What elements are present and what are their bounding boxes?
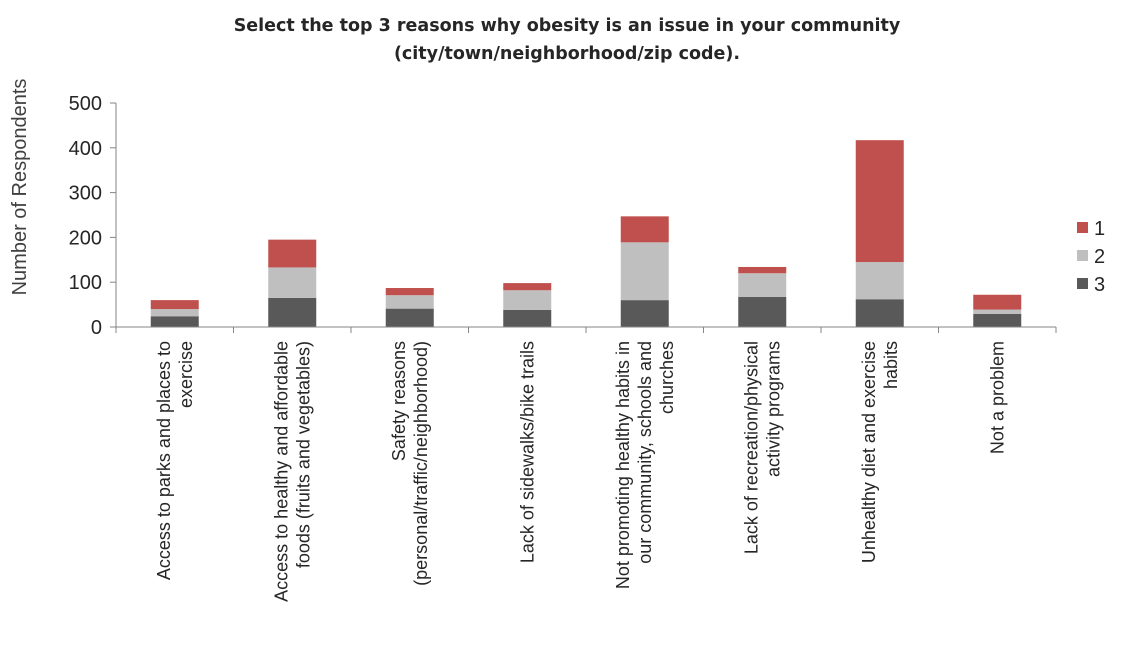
bar-segment-series-1 xyxy=(855,140,904,263)
bars xyxy=(150,140,1022,327)
x-tick-label: Lack of recreation/physical xyxy=(741,341,761,554)
bar-segment-series-1 xyxy=(150,300,199,310)
bar-segment-series-2 xyxy=(150,309,199,317)
x-tick-label: (personal/traffic/neighborhood) xyxy=(411,341,431,586)
bar-segment-series-3 xyxy=(855,299,904,327)
chart-title-line: (city/town/neighborhood/zip code). xyxy=(394,44,740,64)
legend-label: 3 xyxy=(1094,274,1105,296)
x-category-label: Access to healthy and affordable foods (f… xyxy=(271,341,313,602)
bar-segment-series-2 xyxy=(855,262,904,300)
x-tick-label: activity programs xyxy=(763,341,783,477)
x-tick-label: exercise xyxy=(176,341,196,408)
x-tick-label: habits xyxy=(881,341,901,389)
x-category-label: Access to parks and places to exercise xyxy=(154,341,196,580)
bar-segment-series-1 xyxy=(738,266,787,274)
x-tick-label: Not a problem xyxy=(987,341,1007,454)
x-tick-label: foods (fruits and vegetables) xyxy=(293,341,313,568)
x-category-label: Lack of recreation/physical activity prog… xyxy=(741,341,783,554)
y-tick-label: 400 xyxy=(69,138,102,160)
legend-label: 2 xyxy=(1094,246,1105,268)
x-tick-label: Safety reasons xyxy=(389,341,409,461)
chart-title: Select the top 3 reasons why obesity is … xyxy=(234,16,901,64)
bar-segment-series-2 xyxy=(385,295,434,309)
x-tick-label: Not promoting healthy habits in xyxy=(613,341,633,589)
y-axis-title: Number of Respondents xyxy=(9,79,31,296)
bar-segment-series-3 xyxy=(620,300,669,327)
x-category-label: Safety reasons (personal/traffic/neighbor… xyxy=(389,341,431,586)
bar-segment-series-3 xyxy=(503,309,552,327)
x-category-label: Not a problem xyxy=(987,341,1007,454)
bar-segment-series-3 xyxy=(150,316,199,327)
x-axis: Access to parks and places to exercise Acc… xyxy=(115,327,1057,602)
y-tick-label: 0 xyxy=(91,317,102,339)
legend-swatch-series-3 xyxy=(1077,278,1088,289)
y-tick-label: 100 xyxy=(69,272,102,294)
legend: 1 2 3 xyxy=(1077,218,1105,296)
bar-segment-series-3 xyxy=(385,308,434,327)
bar-segment-series-2 xyxy=(503,290,552,310)
x-tick-label: our community, schools and xyxy=(635,341,655,564)
bar-segment-series-2 xyxy=(738,273,787,297)
bar-segment-series-1 xyxy=(620,216,669,243)
x-category-label: Unhealthy diet and exercise habits xyxy=(859,341,901,563)
bar-segment-series-2 xyxy=(268,267,317,298)
bar-segment-series-2 xyxy=(973,309,1022,315)
x-category-label: Not promoting healthy habits in our commu… xyxy=(613,341,677,589)
x-tick-label: churches xyxy=(657,341,677,414)
y-tick-label: 200 xyxy=(69,227,102,249)
bar-segment-series-1 xyxy=(973,294,1022,310)
y-axis: 0 100 200 300 400 500 xyxy=(69,93,116,339)
legend-swatch-series-1 xyxy=(1077,222,1088,233)
x-tick-label: Unhealthy diet and exercise xyxy=(859,341,879,563)
legend-swatch-series-2 xyxy=(1077,250,1088,261)
x-tick-label: Lack of sidewalks/bike trails xyxy=(517,341,537,563)
chart-title-line: Select the top 3 reasons why obesity is … xyxy=(234,16,901,36)
y-tick-label: 500 xyxy=(69,93,102,115)
x-tick-label: Access to healthy and affordable xyxy=(271,341,291,602)
bar-segment-series-1 xyxy=(268,239,317,268)
bar-segment-series-1 xyxy=(503,283,552,291)
legend-label: 1 xyxy=(1094,218,1105,240)
bar-segment-series-3 xyxy=(738,296,787,327)
bar-segment-series-3 xyxy=(973,314,1022,327)
y-tick-label: 300 xyxy=(69,183,102,205)
x-category-label: Lack of sidewalks/bike trails xyxy=(517,341,537,563)
bar-segment-series-1 xyxy=(385,288,434,296)
bar-segment-series-3 xyxy=(268,297,317,327)
bar-segment-series-2 xyxy=(620,242,669,301)
x-tick-label: Access to parks and places to xyxy=(154,341,174,580)
